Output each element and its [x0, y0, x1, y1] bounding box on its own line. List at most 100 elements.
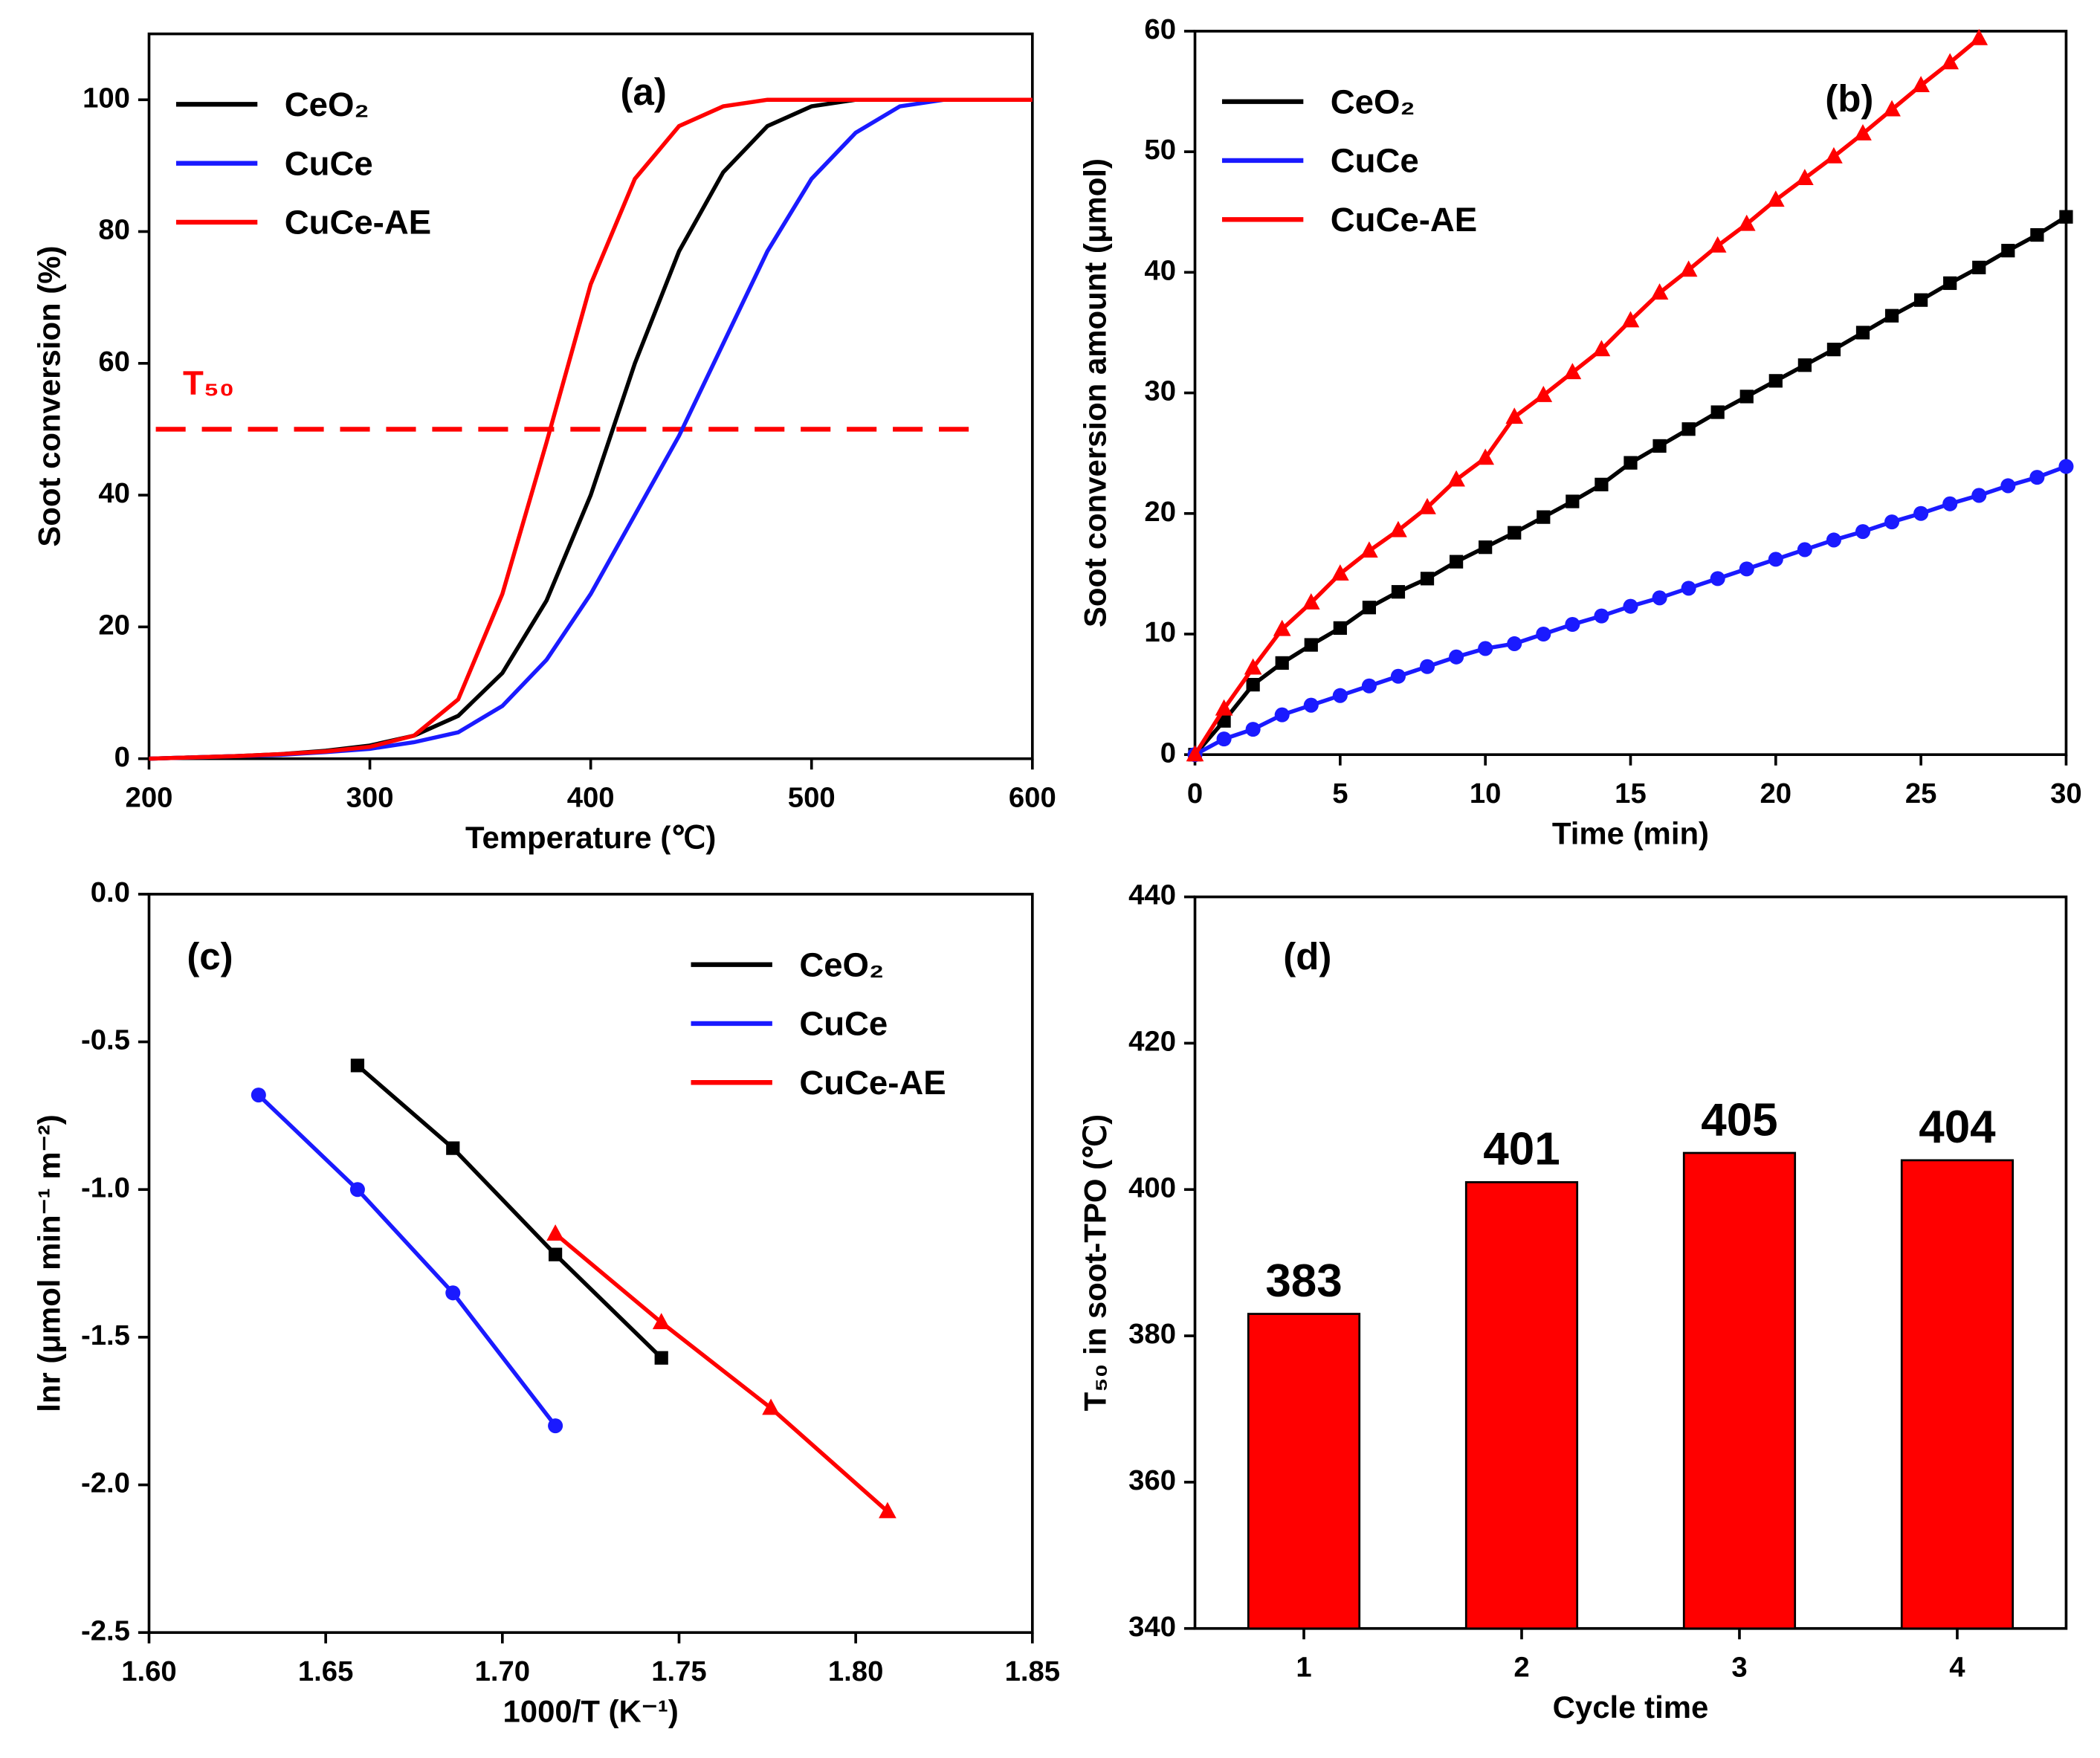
x-tick-label: 400 — [567, 781, 615, 813]
marker — [1447, 470, 1465, 487]
y-tick-label: 80 — [98, 214, 130, 246]
x-tick-label: 200 — [126, 781, 173, 813]
plot-frame — [147, 893, 1034, 1635]
y-tick-label: -2.0 — [81, 1467, 130, 1499]
marker — [1621, 311, 1640, 328]
marker — [1826, 532, 1841, 548]
marker — [546, 1224, 564, 1241]
marker — [654, 1351, 668, 1365]
marker — [1650, 283, 1669, 300]
y-axis-title: Soot conversion (%) — [31, 246, 66, 547]
marker — [1855, 326, 1870, 340]
x-tick-label: 5 — [1332, 778, 1348, 809]
bar — [1247, 1313, 1361, 1630]
y-tick-label: 100 — [83, 82, 130, 114]
marker — [1420, 659, 1435, 674]
y-tick-label: 420 — [1128, 1026, 1176, 1058]
series-line — [1193, 215, 2067, 756]
marker — [1854, 124, 1872, 140]
y-tick-label: 60 — [98, 346, 130, 378]
marker — [1855, 524, 1871, 540]
y-tick-label: 340 — [1128, 1611, 1176, 1643]
legend-label: CuCe — [1331, 142, 1419, 180]
marker — [1332, 688, 1348, 703]
marker — [1536, 626, 1551, 642]
marker — [1565, 616, 1580, 633]
x-tick-label: 1.75 — [651, 1655, 706, 1687]
marker — [1449, 649, 1464, 665]
marker — [1361, 678, 1377, 694]
legend-label: CeO₂ — [1331, 83, 1415, 120]
x-tick-label: 300 — [346, 781, 394, 813]
marker — [1652, 590, 1667, 606]
marker — [1681, 581, 1696, 596]
series-line — [356, 1064, 663, 1360]
marker — [1797, 542, 1812, 558]
y-tick-label: 40 — [98, 477, 130, 509]
panel-label: (c) — [187, 935, 233, 977]
y-tick-label: 20 — [98, 609, 130, 641]
plot-frame — [1193, 895, 2068, 1630]
plot-frame — [147, 32, 1034, 760]
marker — [1913, 505, 1929, 521]
x-axis-title: Time (min) — [1552, 816, 1709, 851]
marker — [446, 1141, 460, 1155]
x-tick-label: 25 — [1905, 778, 1937, 809]
marker — [1418, 497, 1436, 514]
marker — [1246, 677, 1260, 692]
marker — [1304, 638, 1318, 652]
marker — [1275, 656, 1289, 670]
series-line — [554, 1232, 889, 1513]
marker — [2029, 470, 2045, 485]
marker — [1652, 439, 1667, 453]
marker — [1534, 386, 1553, 402]
marker — [350, 1059, 365, 1073]
bar — [1682, 1151, 1797, 1630]
panel-label: (a) — [621, 71, 667, 113]
marker — [1592, 340, 1611, 357]
marker — [2058, 459, 2074, 474]
marker — [1186, 745, 1204, 762]
value-label: 405 — [1701, 1094, 1777, 1145]
marker — [1797, 358, 1812, 372]
y-tick-label: 60 — [1144, 13, 1176, 45]
marker — [349, 1182, 365, 1198]
marker — [2001, 244, 2015, 258]
x-axis-title: Temperature (℃) — [465, 820, 716, 855]
legend-label: CeO₂ — [799, 946, 884, 983]
y-tick-label: -1.5 — [81, 1319, 130, 1351]
marker — [1390, 668, 1406, 684]
y-tick-label: 20 — [1144, 496, 1176, 528]
marker — [1912, 76, 1930, 93]
series-line — [256, 1093, 558, 1427]
legend-label: CuCe-AE — [799, 1064, 946, 1102]
marker — [1708, 236, 1727, 253]
bar — [1900, 1159, 2015, 1630]
y-tick-label: 440 — [1128, 879, 1176, 911]
value-label: 383 — [1265, 1256, 1342, 1307]
marker — [2000, 478, 2016, 494]
bar — [1464, 1181, 1579, 1630]
marker — [1245, 722, 1261, 737]
marker — [1478, 641, 1493, 656]
marker — [1244, 658, 1262, 675]
marker — [1563, 363, 1582, 380]
value-label: 401 — [1483, 1124, 1560, 1175]
marker — [1768, 552, 1783, 567]
marker — [1883, 100, 1901, 117]
value-label: 404 — [1919, 1102, 1996, 1153]
y-tick-label: 0 — [1160, 737, 1176, 769]
marker — [1360, 541, 1378, 558]
y-tick-label: 360 — [1128, 1464, 1176, 1496]
y-tick-label: 0.0 — [91, 876, 130, 908]
x-tick-label: 15 — [1615, 778, 1647, 809]
marker — [1215, 699, 1233, 716]
marker — [1449, 555, 1464, 569]
marker — [1216, 731, 1232, 747]
marker — [1537, 510, 1551, 524]
marker — [1768, 374, 1783, 388]
marker — [1594, 608, 1609, 624]
y-axis-title: lnr (μmol min⁻¹ m⁻²) — [31, 1114, 66, 1412]
